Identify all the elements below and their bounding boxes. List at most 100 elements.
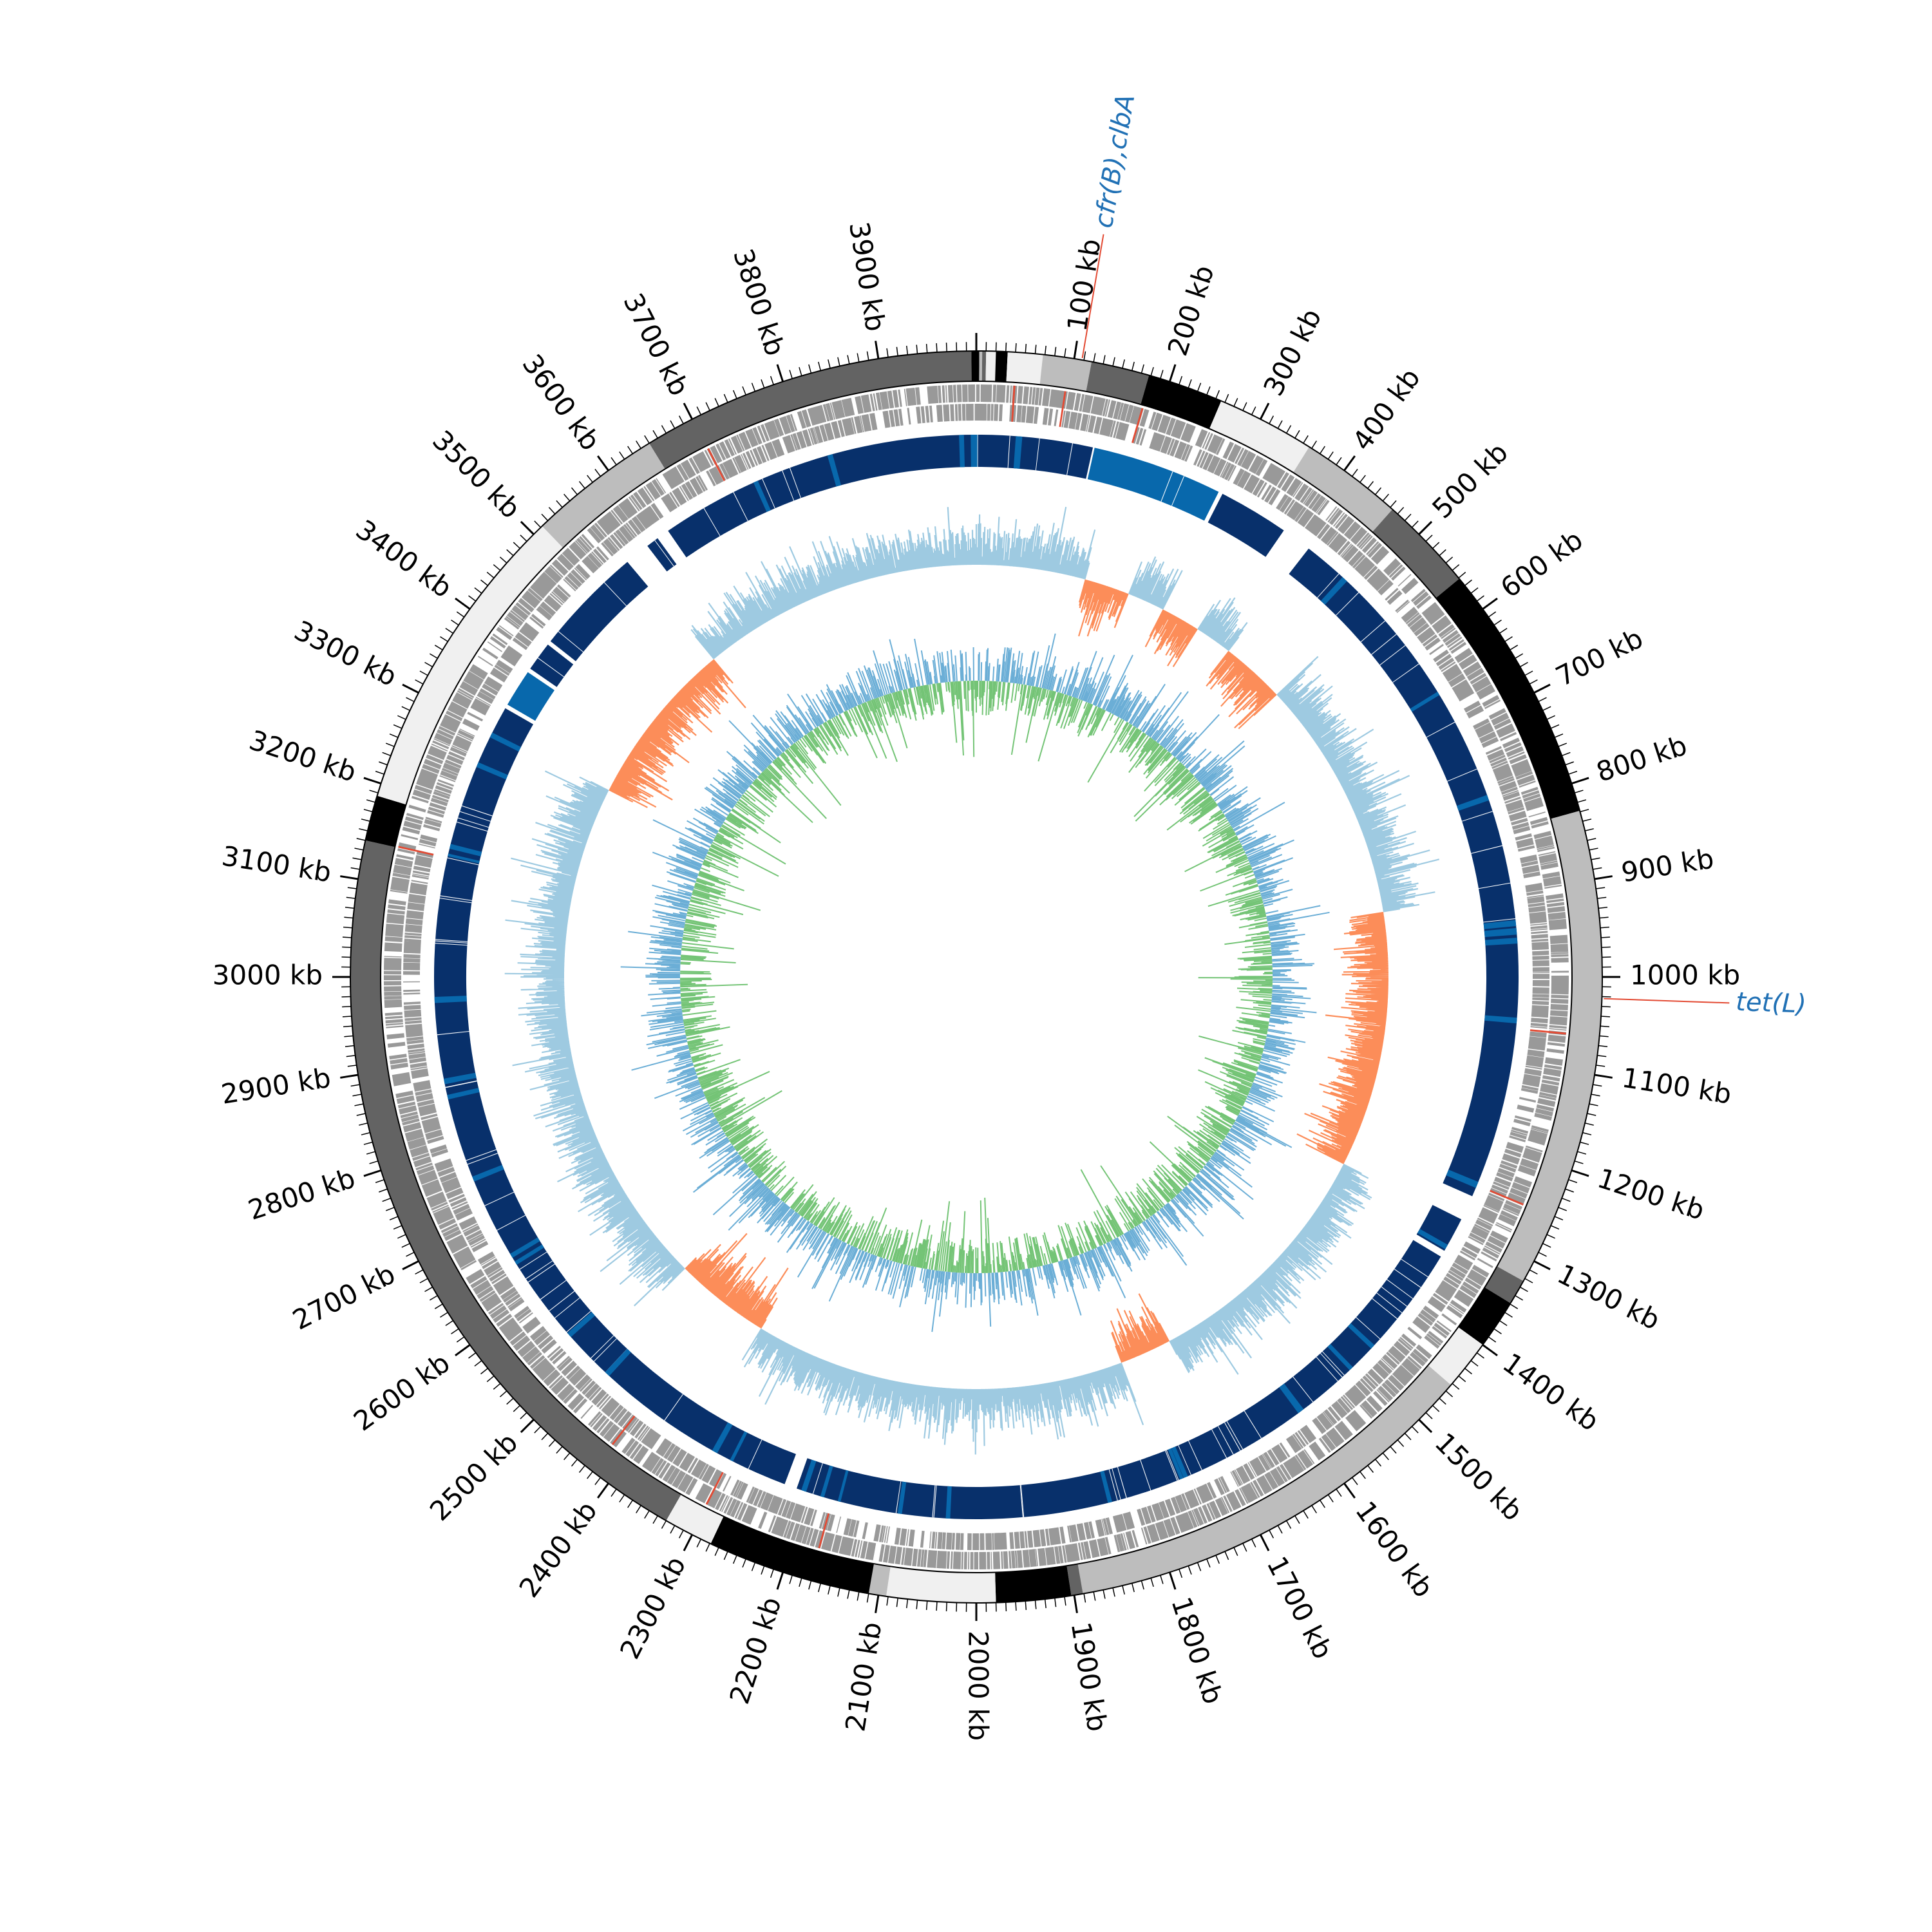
contig-segment — [1141, 375, 1222, 429]
homology-gap — [1276, 538, 1296, 565]
cds-track — [383, 384, 1569, 1570]
rna-gene-mark — [398, 846, 434, 856]
minor-tick — [1493, 1328, 1502, 1334]
homology-alt-block — [1347, 1323, 1375, 1349]
homology-alt-block — [730, 1431, 748, 1462]
minor-tick — [611, 1488, 617, 1497]
minor-tick — [1546, 715, 1555, 720]
minor-tick — [456, 1336, 465, 1343]
minor-tick — [541, 513, 549, 521]
homology-block — [530, 644, 574, 687]
minor-tick — [808, 1580, 812, 1590]
homology-gap — [447, 857, 479, 866]
homology-gap — [1160, 471, 1173, 502]
gc-skew-positive — [620, 633, 1330, 1332]
minor-tick — [1103, 1589, 1106, 1599]
gc-skew-track — [620, 633, 1330, 1332]
major-tick — [1073, 341, 1078, 359]
minor-tick — [789, 1575, 793, 1584]
homology-gap — [1178, 1445, 1191, 1475]
homology-gap — [1356, 1317, 1381, 1340]
minor-tick — [506, 1397, 514, 1405]
homology-gap — [461, 805, 493, 817]
minor-tick — [578, 1465, 585, 1473]
homology-gap — [1371, 634, 1397, 655]
minor-tick — [1112, 1587, 1115, 1597]
minor-tick — [564, 493, 571, 502]
minor-tick — [1577, 1151, 1587, 1155]
tick-label: 1900 kb — [1065, 1620, 1113, 1734]
minor-tick — [1269, 415, 1274, 424]
minor-tick — [397, 1234, 406, 1239]
annotation-leader-line — [1604, 998, 1730, 1004]
contig-segment — [1209, 401, 1309, 473]
minor-tick — [1179, 1569, 1183, 1578]
minor-tick — [486, 1375, 495, 1383]
minor-tick — [1390, 1446, 1397, 1454]
homology-alt-block — [605, 1349, 631, 1376]
minor-tick — [818, 361, 821, 371]
major-tick — [776, 364, 784, 383]
minor-tick — [636, 1505, 641, 1513]
minor-tick — [847, 355, 850, 365]
minor-tick — [382, 1197, 392, 1202]
homology-gap — [1224, 1422, 1241, 1451]
minor-tick — [1476, 1352, 1484, 1359]
minor-tick — [1470, 1360, 1479, 1367]
tick-label: 2500 kb — [424, 1426, 524, 1527]
homology-gap — [1007, 435, 1010, 468]
rna-gene-mark — [707, 448, 726, 482]
minor-tick — [1374, 487, 1382, 495]
minor-tick — [770, 1569, 774, 1578]
homology-gap — [703, 507, 721, 536]
scale-ticks — [332, 333, 1620, 1621]
minor-tick — [1390, 500, 1397, 508]
major-tick — [597, 455, 609, 471]
minor-tick — [1515, 653, 1524, 659]
contig-segment — [1039, 354, 1092, 392]
minor-tick — [789, 370, 793, 379]
minor-tick — [1064, 1596, 1066, 1606]
minor-tick — [363, 1141, 373, 1145]
minor-tick — [393, 1225, 402, 1230]
minor-tick — [1054, 346, 1057, 356]
minor-tick — [1025, 1600, 1027, 1611]
tick-label: 2800 kb — [244, 1162, 359, 1227]
homology-gap — [435, 943, 468, 946]
major-tick — [683, 1534, 694, 1551]
tick-label: 3300 kb — [289, 614, 402, 692]
minor-tick — [723, 1551, 728, 1560]
contig-segment — [1458, 1287, 1511, 1345]
minor-tick — [751, 1562, 756, 1571]
homology-alt-block — [515, 1244, 544, 1265]
homology-block — [647, 538, 677, 572]
minor-tick — [1504, 636, 1513, 642]
minor-tick — [520, 1412, 527, 1419]
major-tick — [597, 1482, 609, 1499]
homology-alt-block — [1320, 577, 1347, 605]
homology-gap — [895, 1481, 902, 1513]
minor-tick — [1558, 1207, 1567, 1211]
minor-tick — [1197, 383, 1202, 392]
minor-tick — [342, 946, 352, 948]
minor-tick — [1242, 1543, 1247, 1552]
minor-tick — [363, 809, 373, 813]
minor-tick — [1215, 1555, 1220, 1564]
minor-tick — [480, 1368, 488, 1375]
minor-tick — [916, 345, 918, 354]
minor-tick — [1574, 790, 1584, 793]
homology-gap — [593, 1338, 617, 1362]
minor-tick — [611, 457, 617, 466]
major-tick — [1418, 1419, 1433, 1434]
minor-tick — [356, 838, 366, 841]
minor-tick — [1160, 370, 1164, 379]
minor-tick — [1224, 1551, 1229, 1560]
minor-tick — [1561, 1197, 1571, 1202]
homology-block — [1416, 1205, 1462, 1251]
homology-gap — [537, 658, 564, 677]
tick-label: 2100 kb — [839, 1620, 887, 1734]
rna-gene-mark — [1059, 391, 1066, 427]
minor-tick — [1582, 1132, 1592, 1135]
minor-tick — [1574, 1160, 1584, 1164]
minor-tick — [1591, 857, 1600, 860]
